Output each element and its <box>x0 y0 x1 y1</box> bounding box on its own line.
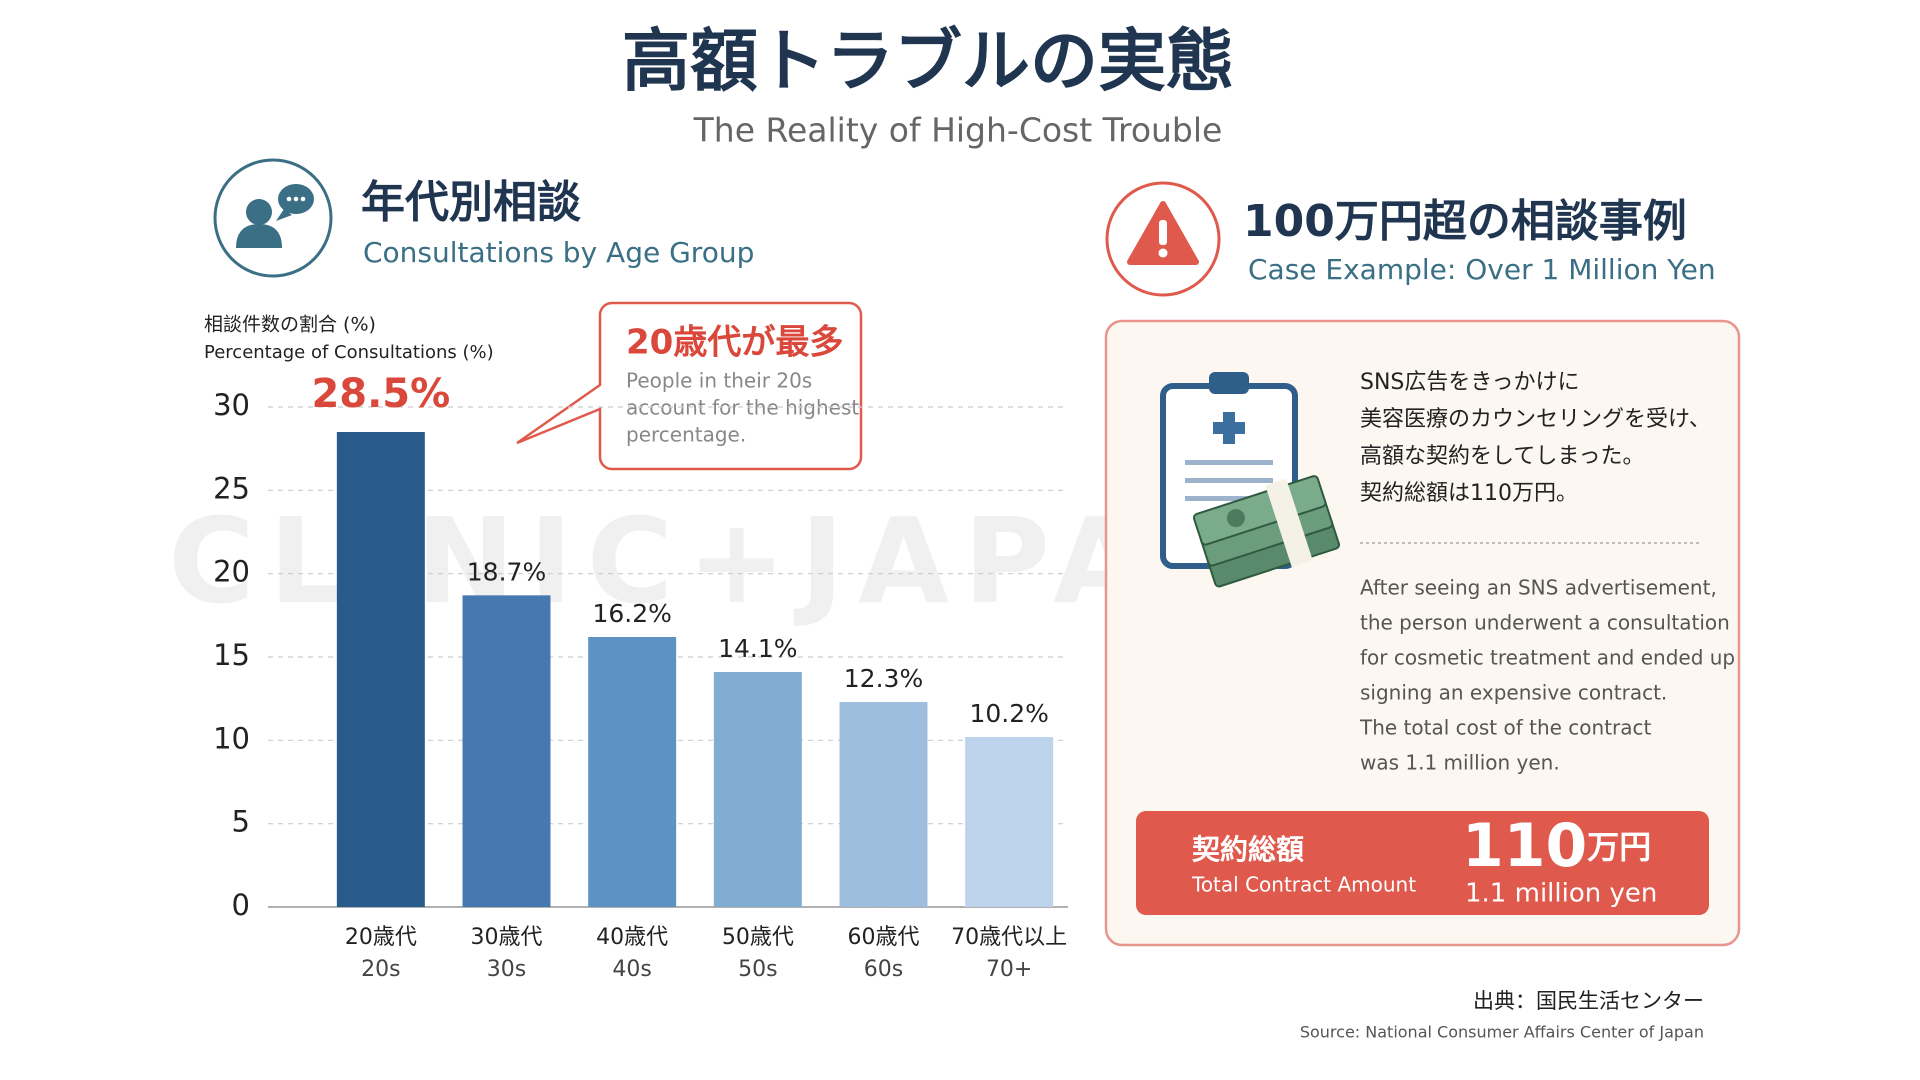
y-tick-label: 20 <box>213 555 250 589</box>
chat-icon <box>213 158 333 278</box>
case-text-jp: 高額な契約をしてしまった。 <box>1360 444 1644 469</box>
data-label: 12.3% <box>844 664 923 693</box>
x-tick-label: 30歳代 <box>471 925 543 950</box>
x-tick-label: 60歳代 <box>848 925 920 950</box>
title: 高額トラブルの実態 <box>622 23 1234 102</box>
y-tick-label: 10 <box>213 721 250 755</box>
y-axis-label: 相談件数の割合 (%) <box>204 314 376 336</box>
case-title: 100万円超の相談事例 <box>1243 196 1687 247</box>
bar <box>336 432 425 907</box>
x-tick-label-en: 30s <box>487 957 526 982</box>
section-title: 年代別相談 <box>361 177 581 228</box>
annotation <box>516 301 863 471</box>
case-text-en: The total cost of the contract <box>1359 716 1652 740</box>
x-tick-label: 20歳代 <box>345 925 417 950</box>
annotation-text: percentage. <box>626 423 746 447</box>
amount-en: 1.1 million yen <box>1465 879 1657 909</box>
x-tick-label-en: 40s <box>612 957 651 982</box>
data-label: 14.1% <box>718 634 797 663</box>
amount-unit: 万円 <box>1587 828 1651 866</box>
x-tick-label-en: 70+ <box>986 957 1032 982</box>
source-en: Source: National Consumer Affairs Center… <box>1300 1023 1704 1042</box>
case-text-jp: 契約総額は110万円。 <box>1360 481 1578 506</box>
section-subtitle: Consultations by Age Group <box>363 236 754 269</box>
case-text-en: the person underwent a consultation <box>1360 611 1730 635</box>
y-tick-label: 25 <box>213 471 250 505</box>
amount-label-en: Total Contract Amount <box>1191 873 1416 897</box>
data-label: 28.5% <box>311 371 450 417</box>
x-tick-label-en: 50s <box>738 957 777 982</box>
amount-label: 契約総額 <box>1192 833 1304 866</box>
bar <box>839 702 928 907</box>
bar <box>713 672 802 907</box>
x-tick-label: 50歳代 <box>722 925 794 950</box>
y-axis-label-en: Percentage of Consultations (%) <box>204 342 494 363</box>
y-tick-label: 30 <box>213 388 250 422</box>
x-tick-label-en: 60s <box>864 957 903 982</box>
warning-icon <box>1105 181 1221 297</box>
case-text-jp: SNS広告をきっかけに <box>1360 370 1580 395</box>
amount-box <box>1136 811 1709 915</box>
y-tick-label: 0 <box>232 888 250 922</box>
case-text-jp: 美容医療のカウンセリングを受け、 <box>1360 407 1711 432</box>
data-label: 16.2% <box>592 599 671 628</box>
case-subtitle: Case Example: Over 1 Million Yen <box>1248 253 1716 286</box>
bar <box>588 637 677 907</box>
subtitle: The Reality of High-Cost Trouble <box>693 111 1223 150</box>
case-text-en: After seeing an SNS advertisement, <box>1360 576 1717 600</box>
case-text-en: for cosmetic treatment and ended up <box>1360 646 1735 670</box>
amount-number: 110 <box>1462 811 1587 881</box>
y-tick-label: 5 <box>232 805 250 839</box>
amount-number: 110万円 <box>1462 811 1651 881</box>
annotation-text: People in their 20s <box>626 369 812 393</box>
case-text-en: was 1.1 million yen. <box>1360 751 1560 775</box>
clipboard-icon <box>1160 372 1341 588</box>
data-label: 10.2% <box>969 699 1048 728</box>
case-text-en: signing an expensive contract. <box>1360 681 1667 705</box>
source: 出典：国民生活センター <box>1473 989 1704 1013</box>
x-tick-label: 70歳代以上 <box>951 925 1067 950</box>
bar <box>965 737 1054 907</box>
bar <box>462 595 551 907</box>
y-tick-label: 15 <box>213 638 250 672</box>
data-label: 18.7% <box>467 557 546 586</box>
x-tick-label: 40歳代 <box>596 925 668 950</box>
x-tick-label-en: 20s <box>361 957 400 982</box>
annotation-title: 20歳代が最多 <box>626 323 843 363</box>
